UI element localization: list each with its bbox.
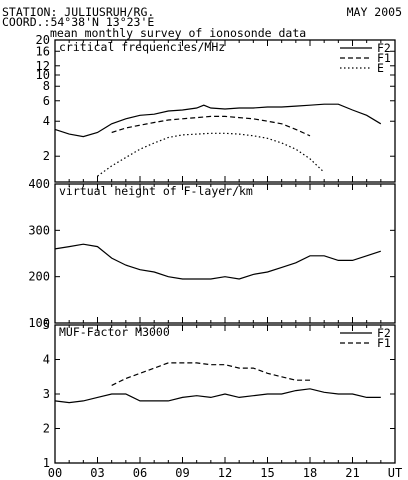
legend-label: F2 <box>377 326 391 340</box>
x-tick-label: 15 <box>260 466 274 480</box>
x-tick-label: 06 <box>133 466 147 480</box>
x-tick-label: 21 <box>345 466 359 480</box>
y-tick-label: 8 <box>43 79 50 93</box>
x-tick-label: 09 <box>175 466 189 480</box>
y-tick-label: 4 <box>43 353 50 367</box>
legend-label: F1 <box>377 336 391 350</box>
x-tick-label: 03 <box>90 466 104 480</box>
y-tick-label: 12 <box>36 59 50 73</box>
x-tick-label: UT <box>388 466 402 480</box>
station-label: STATION: JULIUSRUH/RG. <box>2 5 155 19</box>
legend-label: F2 <box>377 41 391 55</box>
y-tick-label: 2 <box>43 149 50 163</box>
series-line-f2 <box>54 388 381 404</box>
series-line-f1 <box>111 115 311 137</box>
series-line-f2 <box>54 103 382 138</box>
series-line-f1 <box>111 362 310 386</box>
y-tick-label: 400 <box>28 177 50 191</box>
x-tick-label: 00 <box>48 466 62 480</box>
x-tick-label: 18 <box>303 466 317 480</box>
y-tick-label: 200 <box>28 270 50 284</box>
panel-frame <box>54 39 396 183</box>
panel-title: virtual height of F-layer/km <box>59 184 253 198</box>
panel-title: critical frequencies/MHz <box>59 40 225 54</box>
subtitle-label: mean monthly survey of ionosonde data <box>50 26 307 40</box>
y-tick-label: 5 <box>43 318 50 332</box>
y-tick-label: 3 <box>43 387 50 401</box>
panel-2: 100 200 300 400 virtual height of F-layer/km <box>28 177 396 330</box>
y-tick-label: 20 <box>36 33 50 47</box>
date-label: MAY 2005 <box>346 5 402 19</box>
y-tick-label: 1 <box>43 456 50 470</box>
y-tick-label: 2 <box>43 422 50 436</box>
series-line-main <box>54 243 381 280</box>
x-tick-label: 12 <box>218 466 232 480</box>
y-tick-label: 10 <box>36 68 50 82</box>
series-line-e <box>97 132 325 177</box>
panel-title: MUF-Factor M3000 <box>59 325 170 339</box>
legend-label: F1 <box>377 51 391 65</box>
legend-label: E <box>377 61 384 75</box>
y-tick-label: 6 <box>43 94 50 108</box>
y-tick-label: 100 <box>28 316 50 330</box>
y-tick-label: 4 <box>43 114 50 128</box>
coordinates-label: COORD.:54°38'N 13°23'E <box>2 15 155 29</box>
y-tick-label: 300 <box>28 223 50 237</box>
y-tick-label: 16 <box>36 44 50 58</box>
